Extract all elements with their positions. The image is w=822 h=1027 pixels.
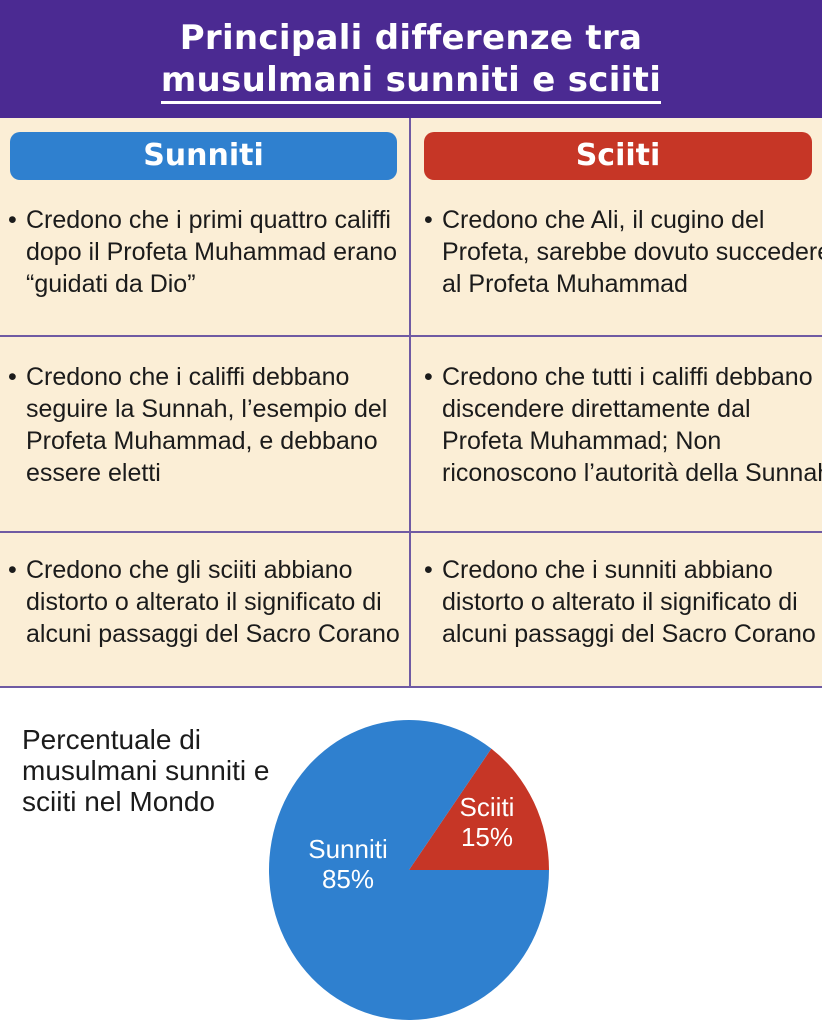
slice-label-sciiti: Sciiti 15% bbox=[448, 792, 526, 852]
bullet-icon: • bbox=[424, 363, 433, 391]
slice-value: 15% bbox=[460, 822, 514, 852]
table-cell-sunniti-3: • Credono che gli sciiti abbiano distorto… bbox=[8, 554, 422, 650]
bullet-icon: • bbox=[8, 363, 17, 391]
chart-title: Percentuale di musulmani sunniti e sciit… bbox=[22, 724, 270, 817]
column-header-sciiti: Sciiti bbox=[424, 132, 812, 180]
bullet-icon: • bbox=[424, 206, 433, 234]
row-divider bbox=[0, 531, 822, 533]
page-title-line1: Principali differenze tra bbox=[179, 18, 643, 58]
cell-text: Credono che i primi quattro califfi dopo… bbox=[26, 206, 398, 298]
page-header: Principali differenze tra musulmani sunn… bbox=[0, 0, 822, 118]
slice-label-sunniti: Sunniti 85% bbox=[300, 834, 396, 894]
slice-value: 85% bbox=[321, 864, 375, 894]
pie-chart-svg bbox=[269, 720, 549, 1020]
row-divider bbox=[0, 335, 822, 337]
comparison-table: Sunniti Sciiti • Credono che i primi quat… bbox=[0, 118, 822, 688]
bullet-icon: • bbox=[8, 556, 17, 584]
pie-chart bbox=[264, 718, 554, 1022]
table-cell-sciiti-2: • Credono che tutti i califfi debbano dis… bbox=[424, 361, 822, 489]
cell-text: Credono che i sunniti abbiano distorto o… bbox=[442, 556, 816, 648]
bullet-icon: • bbox=[8, 206, 17, 234]
pie-slice-sunniti bbox=[269, 720, 549, 1020]
column-divider bbox=[409, 118, 411, 688]
slice-name: Sciiti bbox=[459, 792, 515, 822]
page-title-line2-text: musulmani sunniti e sciiti bbox=[160, 60, 662, 104]
cell-text: Credono che i califfi debbano seguire la… bbox=[26, 363, 388, 487]
cell-text: Credono che gli sciiti abbiano distorto … bbox=[26, 556, 400, 648]
slice-name: Sunniti bbox=[308, 834, 388, 864]
page-title-line2: musulmani sunniti e sciiti bbox=[0, 60, 822, 104]
column-header-sunniti: Sunniti bbox=[10, 132, 397, 180]
cell-text: Credono che Ali, il cugino del Profeta, … bbox=[442, 206, 822, 298]
bullet-icon: • bbox=[424, 556, 433, 584]
table-cell-sciiti-1: • Credono che Ali, il cugino del Profeta,… bbox=[424, 204, 822, 300]
table-cell-sunniti-1: • Credono che i primi quattro califfi dop… bbox=[8, 204, 422, 300]
pie-slice-sciiti bbox=[409, 748, 549, 870]
table-cell-sciiti-3: • Credono che i sunniti abbiano distorto … bbox=[424, 554, 822, 650]
table-cell-sunniti-2: • Credono che i califfi debbano seguire l… bbox=[8, 361, 422, 489]
row-divider bbox=[0, 686, 822, 688]
cell-text: Credono che tutti i califfi debbano disc… bbox=[442, 363, 822, 487]
